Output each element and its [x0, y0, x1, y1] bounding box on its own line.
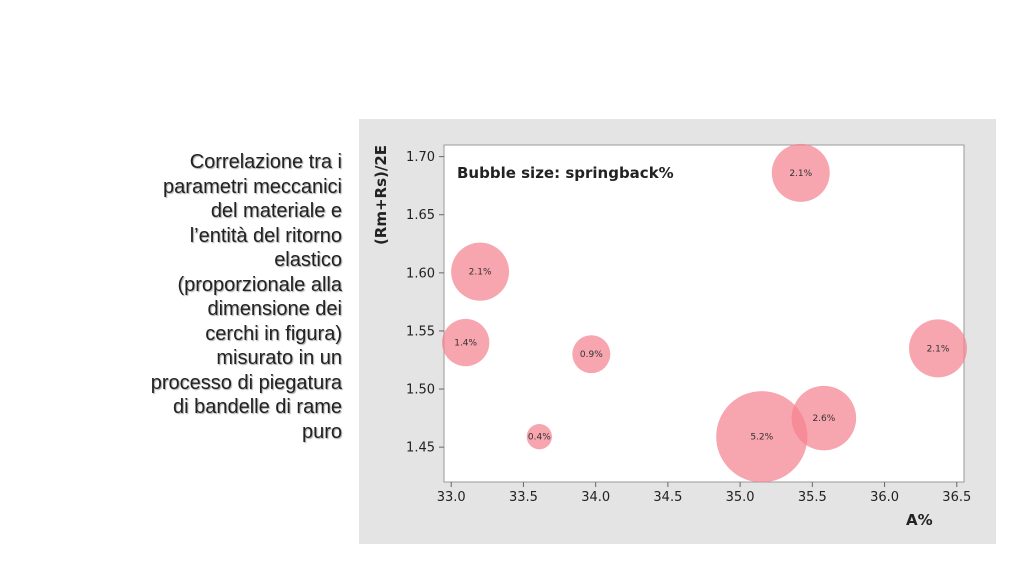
x-tick-label: 33.5 [509, 490, 538, 505]
bubble [526, 424, 552, 450]
bubble [791, 385, 857, 451]
x-tick-label: 34.5 [653, 490, 682, 505]
y-tick-label: 1.70 [406, 150, 435, 165]
bubble [771, 143, 830, 202]
bubble-label: 2.1% [789, 169, 812, 179]
y-tick-label: 1.65 [406, 208, 435, 223]
bubble-label: 2.1% [927, 344, 950, 354]
x-tick-label: 33.0 [437, 490, 466, 505]
y-tick-label: 1.45 [406, 441, 435, 456]
x-tick-label: 35.5 [798, 490, 827, 505]
x-tick-label: 34.0 [581, 490, 610, 505]
x-axis-title: A% [906, 511, 933, 529]
bubble-label: 2.6% [812, 414, 835, 424]
x-tick-label: 35.0 [726, 490, 755, 505]
x-axis: 33.0 33.5 34.0 34.5 35.0 35.5 36.0 36.5 [437, 482, 971, 505]
y-axis: 1.45 1.50 1.55 1.60 1.65 1.70 [406, 150, 444, 456]
bubble [909, 319, 967, 378]
bubble-layer: 2.1% 2.1% 1.4% 0.9% 2.1% 0.4% 2.6% 5.2% [442, 143, 967, 483]
chart-panel: 2.1% 2.1% 1.4% 0.9% 2.1% 0.4% 2.6% 5.2% 33.0 33.… [359, 119, 996, 544]
bubble [442, 318, 490, 367]
x-tick-label: 36.5 [942, 490, 971, 505]
bubble [451, 242, 510, 301]
x-tick-label: 36.0 [870, 490, 899, 505]
y-tick-label: 1.55 [406, 324, 435, 339]
bubble [572, 335, 611, 374]
bubble-label: 2.1% [469, 268, 492, 278]
bubble-label: 5.2% [750, 433, 773, 443]
bubble-chart: 2.1%2.1%1.4%0.9%2.1%0.4%2.6%5.2% 33.0 33.… [372, 143, 971, 529]
y-tick-label: 1.60 [406, 266, 435, 281]
plot-area [443, 144, 965, 483]
bubble-label: 1.4% [454, 339, 477, 349]
y-tick-label: 1.50 [406, 383, 435, 398]
bubble-label: 0.4% [528, 433, 551, 443]
bubble-size-annotation: Bubble size: springback% [457, 164, 674, 182]
bubble [716, 391, 808, 483]
slide-caption: Correlazione tra i parametri meccanici d… [150, 151, 342, 443]
y-axis-title: (Rm+Rs)/2E [372, 145, 390, 245]
bubble-label: 0.9% [580, 350, 603, 360]
